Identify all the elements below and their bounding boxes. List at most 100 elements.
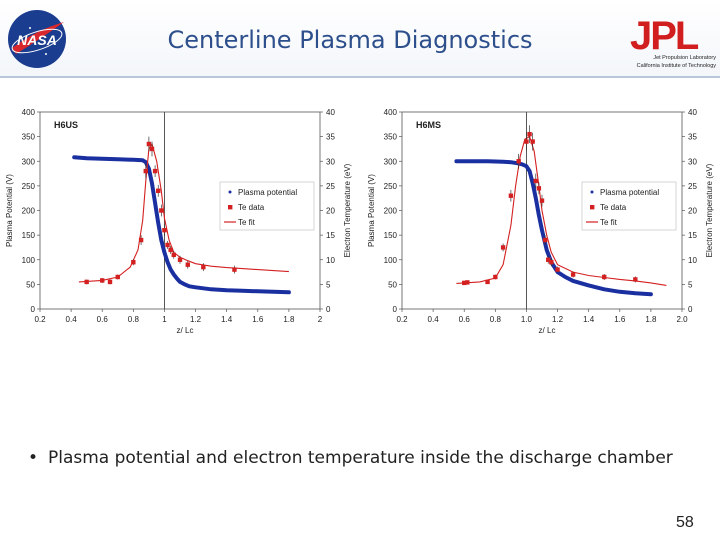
y-tick-label: 350 bbox=[384, 133, 398, 142]
plasma-potential-point bbox=[100, 157, 104, 161]
y2-tick-label: 25 bbox=[688, 182, 697, 191]
x-tick-label: 1.8 bbox=[283, 315, 295, 324]
jpl-subtitle-1: Jet Propulsion Laboratory bbox=[653, 55, 716, 61]
series-te-fit-line bbox=[456, 135, 667, 286]
y-tick-label: 350 bbox=[22, 133, 36, 142]
plasma-potential-point bbox=[470, 159, 474, 163]
chart-h6us: 0.2 0.4 0.6 0.8 1 1.2 1.4 1.6 1.8 2 0 50 100 150 200 25… bbox=[0, 104, 358, 334]
plasma-potential-point bbox=[162, 250, 167, 254]
plasma-potential-point bbox=[537, 213, 541, 218]
y-tick-label: 250 bbox=[22, 182, 36, 191]
te-data-point bbox=[570, 272, 576, 277]
plasma-potential-point bbox=[256, 289, 260, 293]
x-tick-label: 0.8 bbox=[128, 315, 140, 324]
plasma-potential-point bbox=[271, 290, 275, 294]
y-tick-label: 400 bbox=[22, 108, 36, 117]
plasma-potential-point bbox=[150, 181, 154, 186]
plasma-potential-point bbox=[509, 160, 513, 164]
y2-tick-label: 40 bbox=[688, 108, 697, 117]
plasma-potential-point bbox=[454, 159, 459, 163]
y2-tick-label: 15 bbox=[688, 231, 697, 240]
y-tick-label: 150 bbox=[384, 231, 398, 240]
plasma-potential-point bbox=[131, 158, 135, 162]
te-data-point bbox=[527, 131, 532, 137]
y-axis-label: Plasma Potential (V) bbox=[5, 174, 14, 247]
plasma-potential-point bbox=[524, 164, 529, 168]
te-data-point bbox=[530, 139, 535, 144]
nasa-logo: NASA bbox=[8, 10, 66, 68]
jpl-logo-text: JPL bbox=[630, 14, 699, 58]
te-data-point bbox=[549, 260, 554, 265]
te-data-point bbox=[185, 262, 190, 267]
x-tick-label: 0.8 bbox=[490, 315, 502, 324]
plasma-potential-point bbox=[649, 292, 653, 296]
chart-title: H6US bbox=[54, 120, 78, 130]
legend-label-te-fit: Te fit bbox=[238, 218, 256, 227]
te-data-point bbox=[500, 245, 506, 250]
y2-tick-label: 10 bbox=[326, 256, 335, 265]
y-tick-label: 100 bbox=[22, 256, 36, 265]
y2-tick-label: 0 bbox=[688, 305, 693, 314]
x-tick-label: 0.2 bbox=[34, 315, 46, 324]
te-data-point bbox=[138, 237, 144, 243]
te-data-point bbox=[536, 186, 542, 191]
te-data-point bbox=[100, 278, 105, 283]
x-tick-label: 0.2 bbox=[396, 315, 408, 324]
legend-marker-te-data bbox=[228, 205, 233, 210]
plasma-potential-point bbox=[193, 285, 198, 289]
te-data-point bbox=[201, 264, 206, 270]
chart-svg: 0.2 0.4 0.6 0.8 1 1.2 1.4 1.6 1.8 205010015020025… bbox=[5, 108, 352, 334]
x-tick-label: 0.6 bbox=[97, 315, 109, 324]
plasma-potential-point bbox=[240, 289, 244, 293]
plasma-potential-point bbox=[287, 290, 291, 294]
x-tick-label: 1.4 bbox=[221, 315, 233, 324]
x-tick-label: 0.4 bbox=[428, 315, 440, 324]
plasma-potential-point bbox=[209, 287, 213, 291]
y2-tick-label: 15 bbox=[326, 231, 335, 240]
jpl-subtitle-2: California Institute of Technology bbox=[636, 63, 716, 69]
te-data-point bbox=[143, 168, 148, 174]
chart-svg: 0.2 0.4 0.6 0.8 1.0 1.2 1.4 1.6 1.8 2.00501001502… bbox=[367, 108, 714, 334]
legend-marker-potential bbox=[590, 190, 594, 194]
plasma-potential-point bbox=[540, 228, 544, 232]
plasma-potential-point bbox=[531, 181, 535, 186]
plasma-potential-point bbox=[225, 288, 229, 292]
legend-marker-te-data bbox=[590, 205, 595, 210]
y-tick-label: 300 bbox=[22, 157, 36, 166]
te-data-point bbox=[168, 247, 173, 253]
y2-tick-label: 0 bbox=[326, 305, 331, 314]
y-tick-label: 100 bbox=[384, 256, 398, 265]
te-data-point bbox=[602, 274, 607, 280]
y-tick-label: 300 bbox=[384, 157, 398, 166]
x-tick-label: 1.4 bbox=[583, 315, 595, 324]
y-axis-label: Plasma Potential (V) bbox=[367, 174, 376, 247]
y-tick-label: 200 bbox=[384, 207, 398, 216]
legend-label-potential: Plasma potential bbox=[238, 188, 297, 197]
y2-tick-label: 30 bbox=[326, 157, 335, 166]
te-data-point bbox=[146, 141, 152, 147]
y2-tick-label: 5 bbox=[688, 280, 693, 289]
te-data-point bbox=[524, 139, 529, 144]
x-tick-label: 1 bbox=[162, 315, 167, 324]
page-number: 58 bbox=[676, 514, 694, 531]
x-tick-label: 2.0 bbox=[676, 315, 688, 324]
plasma-potential-point bbox=[520, 162, 524, 166]
bullet-point: • Plasma potential and electron temperatu… bbox=[28, 448, 673, 468]
y-tick-label: 50 bbox=[26, 280, 35, 289]
te-data-point bbox=[171, 252, 176, 258]
plasma-potential-point bbox=[633, 291, 637, 295]
y-tick-label: 250 bbox=[384, 182, 398, 191]
plasma-potential-point bbox=[545, 248, 549, 252]
chart-title: H6MS bbox=[416, 120, 441, 130]
y-tick-label: 200 bbox=[22, 207, 36, 216]
y2-tick-label: 5 bbox=[326, 280, 331, 289]
y2-tick-label: 25 bbox=[326, 182, 335, 191]
y-tick-label: 50 bbox=[388, 280, 397, 289]
plasma-potential-point bbox=[602, 287, 606, 291]
legend-label-te-fit: Te fit bbox=[600, 218, 618, 227]
x-axis-label: z/ Lc bbox=[177, 326, 194, 334]
x-tick-label: 1.6 bbox=[614, 315, 626, 324]
plasma-potential-point bbox=[534, 196, 538, 200]
plasma-potential-point bbox=[153, 201, 157, 205]
plasma-potential-point bbox=[563, 275, 567, 279]
